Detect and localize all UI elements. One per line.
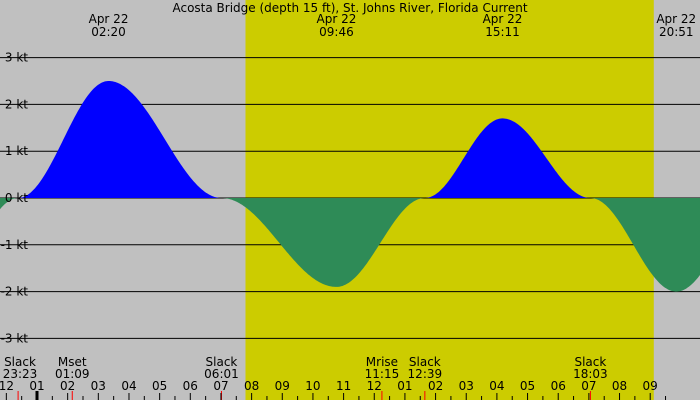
chart-title: Acosta Bridge (depth 15 ft), St. Johns R… (172, 1, 527, 15)
y-tick-label: -1 kt (1, 238, 29, 252)
top-label-time: 20:51 (659, 25, 694, 39)
top-label-date: Apr 22 (317, 12, 357, 26)
bottom-label-name: Mset (58, 355, 87, 369)
x-tick-label: 05 (152, 379, 167, 393)
x-tick-label: 01 (397, 379, 412, 393)
x-tick-label: 07 (581, 379, 596, 393)
top-label-date: Apr 22 (89, 12, 129, 26)
bottom-label-name: Slack (574, 355, 606, 369)
x-tick-label: 09 (643, 379, 658, 393)
x-tick-label: 10 (305, 379, 320, 393)
y-axis-labels: 3 kt 2 kt 1 kt 0 kt -1 kt -2 kt -3 kt (1, 51, 29, 346)
bottom-label-name: Mrise (366, 355, 398, 369)
x-tick-label: 08 (612, 379, 627, 393)
top-label-date: Apr 22 (656, 12, 696, 26)
bottom-label-time: 11:15 (365, 367, 400, 381)
x-tick-label: 04 (121, 379, 136, 393)
bottom-label-name: Slack (409, 355, 441, 369)
x-tick-label: 03 (91, 379, 106, 393)
x-tick-label: 12 (367, 379, 382, 393)
x-tick-label: 06 (183, 379, 198, 393)
bottom-label-time: 12:39 (408, 367, 443, 381)
bottom-label-time: 01:09 (55, 367, 90, 381)
top-label-time: 15:11 (485, 25, 520, 39)
x-tick-label: 09 (275, 379, 290, 393)
bottom-label-time: 06:01 (204, 367, 239, 381)
x-tick-label: 02 (428, 379, 443, 393)
x-tick-label: 08 (244, 379, 259, 393)
bottom-event-labels: Slack23:23Mset01:09Slack06:01Mrise11:15S… (3, 355, 608, 400)
top-label-time: 09:46 (319, 25, 354, 39)
bottom-label-name: Slack (206, 355, 238, 369)
x-tick-label: 04 (489, 379, 504, 393)
x-tick-label: 12 (0, 379, 14, 393)
x-tick-label: 02 (60, 379, 75, 393)
x-tick-label: 03 (459, 379, 474, 393)
y-tick-label: 0 kt (5, 191, 28, 205)
bottom-label-time: 18:03 (573, 367, 608, 381)
bottom-label-name: Slack (4, 355, 36, 369)
y-tick-label: -3 kt (1, 331, 29, 345)
x-tick-label: 11 (336, 379, 351, 393)
ebb-current-area (0, 198, 700, 292)
bottom-label-time: 23:23 (3, 367, 38, 381)
y-tick-label: 1 kt (5, 144, 28, 158)
x-tick-label: 06 (551, 379, 566, 393)
top-label-date: Apr 22 (483, 12, 523, 26)
flood-current-area (0, 81, 700, 198)
x-axis-ticks: 1112010203040506070809101112010203040506… (0, 379, 667, 400)
x-tick-label: 05 (520, 379, 535, 393)
top-label-time: 02:20 (91, 25, 126, 39)
x-tick-label: 01 (29, 379, 44, 393)
y-tick-label: 2 kt (5, 97, 28, 111)
y-tick-label: -2 kt (1, 285, 29, 299)
x-tick-label: 07 (213, 379, 228, 393)
y-tick-label: 3 kt (5, 51, 28, 65)
